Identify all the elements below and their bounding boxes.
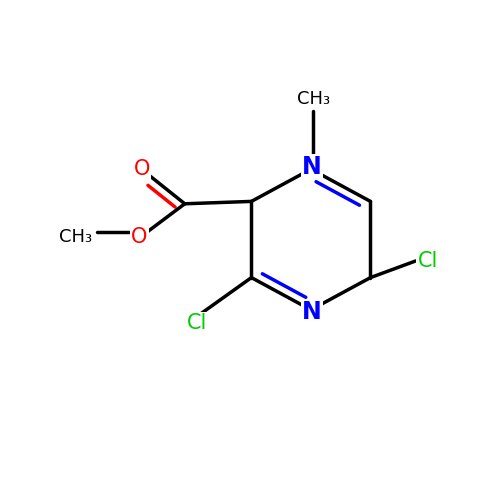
- Text: Cl: Cl: [417, 251, 438, 271]
- Text: CH₃: CH₃: [58, 228, 92, 246]
- Text: N: N: [302, 155, 322, 179]
- Text: O: O: [134, 159, 150, 179]
- Text: Cl: Cl: [186, 313, 207, 333]
- Text: N: N: [302, 300, 322, 324]
- Text: O: O: [131, 227, 148, 247]
- Text: CH₃: CH₃: [297, 90, 330, 108]
